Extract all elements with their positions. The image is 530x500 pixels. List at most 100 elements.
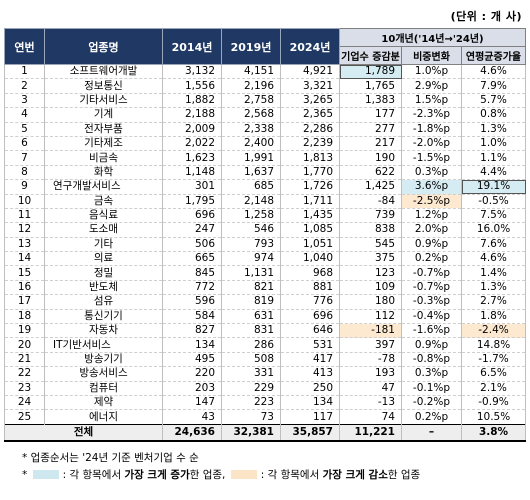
- share-change-cell: -0.1%p: [401, 381, 462, 396]
- count-increase-cell: 838: [339, 222, 402, 238]
- count-increase-cell: 1,425: [339, 179, 402, 195]
- count-2019-cell: 1,637: [221, 165, 281, 181]
- industry-cell: 정보통신: [44, 78, 163, 94]
- count-increase-cell: 190: [339, 150, 402, 166]
- count-increase-cell: 1,765: [339, 78, 402, 94]
- rank-cell: 22: [4, 366, 45, 382]
- header-count-increase: 기업수 증감분: [339, 46, 402, 65]
- count-2014-cell: 1,795: [162, 194, 222, 209]
- count-increase-cell: -84: [339, 194, 402, 209]
- count-2024-cell: 3,321: [280, 78, 340, 94]
- rank-cell: 4: [4, 107, 45, 123]
- count-2019-cell: 2,338: [221, 122, 281, 137]
- share-change-cell: 0.3%p: [401, 165, 462, 181]
- rank-cell: 18: [4, 309, 45, 325]
- industry-cell: 연구개발서비스: [44, 179, 163, 195]
- table-row: 14 의료 665 974 1,040 375 0.2%p 4.6%: [4, 251, 527, 267]
- industry-cell: 자동차: [44, 323, 163, 339]
- count-2024-cell: 1,085: [280, 222, 340, 238]
- industry-cell: 화학: [44, 165, 163, 181]
- cagr-cell: -2.4%: [460, 323, 527, 339]
- table-row: 24 제약 147 223 134 -13 -0.2%p -0.9%: [4, 395, 527, 411]
- share-change-cell: -0.7%p: [401, 265, 462, 281]
- header-industry: 업종명: [44, 28, 163, 65]
- industry-cell: 의료: [44, 251, 163, 267]
- count-2014-cell: 247: [162, 222, 222, 238]
- count-2019-cell: 546: [221, 222, 281, 238]
- share-change-cell: 1.0%p: [401, 64, 462, 80]
- share-change-cell: -1.8%p: [401, 122, 462, 137]
- decrease-swatch: [230, 470, 257, 479]
- count-2019-cell: 974: [221, 251, 281, 267]
- count-2014-cell: 2,188: [162, 107, 222, 123]
- count-increase-cell: -13: [339, 395, 402, 411]
- count-2024-cell: 1,813: [280, 150, 340, 166]
- cagr-cell: 1.1%: [460, 150, 527, 166]
- count-2019-cell: 286: [221, 337, 281, 353]
- total-row: 전체 24,636 32,381 35,857 11,221–3.8%: [4, 423, 527, 442]
- industry-cell: 기계: [44, 107, 163, 123]
- cagr-cell: 5.7%: [460, 93, 527, 109]
- rank-cell: 3: [4, 93, 45, 109]
- increase-swatch: [32, 470, 59, 479]
- count-2019-cell: 685: [221, 179, 281, 195]
- count-2014-cell: 147: [162, 395, 222, 411]
- count-2024-cell: 3,265: [280, 93, 340, 109]
- count-2019-cell: 331: [221, 366, 281, 382]
- count-2014-cell: 1,623: [162, 150, 222, 166]
- count-2014-cell: 495: [162, 352, 222, 368]
- table-row: 16 반도체 772 821 881 109 -0.7%p 1.3%: [4, 280, 527, 296]
- count-2019-cell: 2,758: [221, 93, 281, 109]
- count-2024-cell: 2,365: [280, 107, 340, 123]
- cagr-cell: 2.1%: [460, 381, 527, 396]
- count-2014-cell: 203: [162, 381, 222, 396]
- total-2014: 24,636: [162, 423, 222, 442]
- table-row: 8 화학 1,148 1,637 1,770 622 0.3%p 4.4%: [4, 165, 527, 181]
- count-2014-cell: 1,556: [162, 78, 222, 94]
- note-legend: * : 각 항목에서 가장 크게 증가한 업종, : 각 항목에서 가장 크게 …: [22, 467, 420, 484]
- venture-industry-table: 연번 업종명 2014년 2019년 2024년 10개년('14년→'24년)…: [4, 28, 527, 442]
- header-cagr: 연평균증가율: [460, 46, 527, 65]
- table-row: 4 기계 2,188 2,568 2,365 177 -2.3%p 0.8%: [4, 107, 527, 123]
- industry-cell: 반도체: [44, 280, 163, 296]
- cagr-cell: -0.5%: [460, 194, 527, 209]
- count-increase-cell: 375: [339, 251, 402, 267]
- count-2019-cell: 2,148: [221, 194, 281, 209]
- cagr-cell: 1.8%: [460, 309, 527, 325]
- count-increase-cell: 193: [339, 366, 402, 382]
- table-row: 6 기타제조 2,022 2,400 2,239 217 -2.0%p 1.0%: [4, 136, 527, 152]
- share-change-cell: -0.3%p: [401, 294, 462, 310]
- table-row: 18 통신기기 584 631 696 112 -0.4%p 1.8%: [4, 309, 527, 325]
- count-2014-cell: 1,882: [162, 93, 222, 109]
- count-increase-cell: 109: [339, 280, 402, 296]
- count-2024-cell: 1,770: [280, 165, 340, 181]
- industry-cell: 도소매: [44, 222, 163, 238]
- share-change-cell: -0.8%p: [401, 352, 462, 368]
- count-2014-cell: 2,022: [162, 136, 222, 152]
- share-change-cell: 1.5%p: [401, 93, 462, 109]
- unit-label: (단위 : 개 사): [450, 10, 522, 23]
- rank-cell: 9: [4, 179, 45, 195]
- industry-cell: 기타제조: [44, 136, 163, 152]
- count-2014-cell: 301: [162, 179, 222, 195]
- industry-cell: 방송기기: [44, 352, 163, 368]
- cagr-cell: 4.4%: [460, 165, 527, 181]
- count-2019-cell: 831: [221, 323, 281, 339]
- count-2024-cell: 1,040: [280, 251, 340, 267]
- count-2014-cell: 220: [162, 366, 222, 382]
- cagr-cell: 14.8%: [460, 337, 527, 353]
- rank-cell: 7: [4, 150, 45, 166]
- table-row: 1 소프트웨어개발 3,132 4,151 4,921 1,789 1.0%p 4.6%: [4, 64, 527, 80]
- rank-cell: 10: [4, 194, 45, 209]
- count-increase-cell: 397: [339, 337, 402, 353]
- count-2014-cell: 665: [162, 251, 222, 267]
- count-2014-cell: 2,009: [162, 122, 222, 137]
- industry-cell: 전자부품: [44, 122, 163, 137]
- legend-prefix: *: [22, 469, 28, 481]
- count-2024-cell: 968: [280, 265, 340, 281]
- count-2019-cell: 73: [221, 409, 281, 425]
- rank-cell: 13: [4, 237, 45, 253]
- count-2024-cell: 531: [280, 337, 340, 353]
- rank-cell: 19: [4, 323, 45, 339]
- count-2024-cell: 134: [280, 395, 340, 411]
